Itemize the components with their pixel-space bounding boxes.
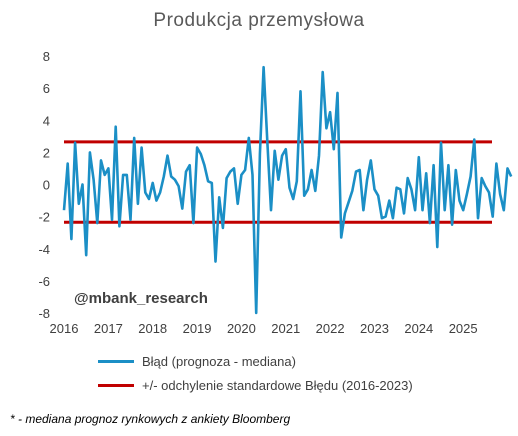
y-axis: 8 6 4 2 0 -2 -4 -6 -8 bbox=[38, 49, 50, 321]
chart-title: Produkcja przemysłowa bbox=[153, 10, 365, 31]
x-axis: 2016 2017 2018 2019 2020 2021 2022 2023 2024 2025 bbox=[50, 321, 478, 336]
legend-item-error: Błąd (prognoza - mediana) bbox=[98, 354, 296, 369]
legend-label-std-dev: +/- odchylenie standardowe Błędu (2016-2… bbox=[142, 378, 413, 393]
x-tick-label: 2024 bbox=[404, 321, 433, 336]
legend-item-std-dev: +/- odchylenie standardowe Błędu (2016-2… bbox=[98, 378, 413, 393]
y-tick-label: 8 bbox=[43, 49, 50, 64]
x-tick-label: 2022 bbox=[316, 321, 345, 336]
x-tick-label: 2017 bbox=[94, 321, 123, 336]
y-tick-label: 2 bbox=[43, 145, 50, 160]
watermark-text: @mbank_research bbox=[74, 290, 208, 307]
x-tick-label: 2025 bbox=[449, 321, 478, 336]
y-tick-label: 4 bbox=[43, 113, 50, 128]
y-tick-label: -4 bbox=[38, 242, 50, 257]
legend-label-error: Błąd (prognoza - mediana) bbox=[142, 354, 296, 369]
x-tick-label: 2018 bbox=[138, 321, 167, 336]
y-tick-label: -6 bbox=[38, 274, 50, 289]
y-tick-label: 0 bbox=[43, 178, 50, 193]
legend-swatch-error bbox=[98, 360, 134, 363]
x-tick-label: 2020 bbox=[227, 321, 256, 336]
legend-swatch-std-dev bbox=[98, 384, 134, 387]
y-tick-label: 6 bbox=[43, 81, 50, 96]
error-series bbox=[62, 65, 513, 315]
watermark: @mbank_research bbox=[74, 290, 208, 307]
x-tick-label: 2016 bbox=[50, 321, 79, 336]
x-tick-label: 2019 bbox=[183, 321, 212, 336]
y-tick-label: -2 bbox=[38, 210, 50, 225]
x-tick-label: 2021 bbox=[271, 321, 300, 336]
error-series-line bbox=[62, 65, 513, 315]
x-tick-label: 2023 bbox=[360, 321, 389, 336]
footnote: * - mediana prognoz rynkowych z ankiety … bbox=[10, 412, 291, 426]
y-tick-label: -8 bbox=[38, 306, 50, 321]
